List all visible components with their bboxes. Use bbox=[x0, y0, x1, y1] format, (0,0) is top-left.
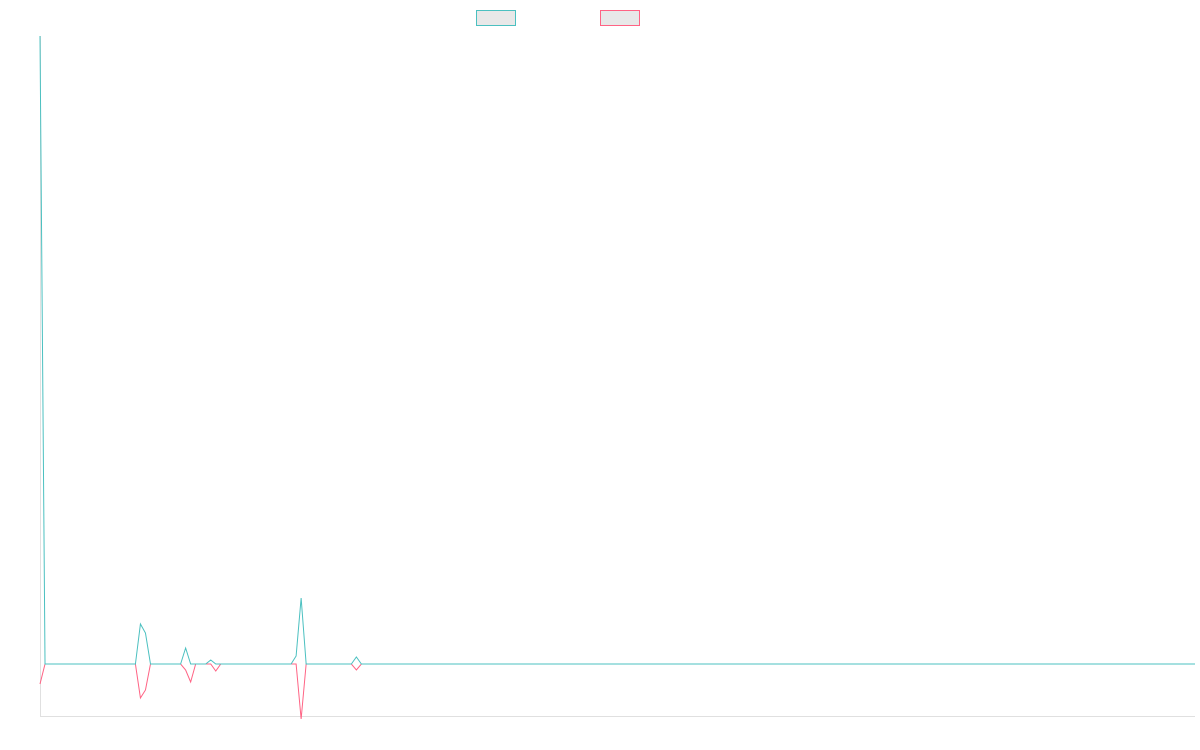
series-line bbox=[39, 35, 1195, 665]
legend-swatch bbox=[476, 10, 516, 26]
series-line bbox=[39, 663, 1195, 720]
legend-swatch bbox=[600, 10, 640, 26]
